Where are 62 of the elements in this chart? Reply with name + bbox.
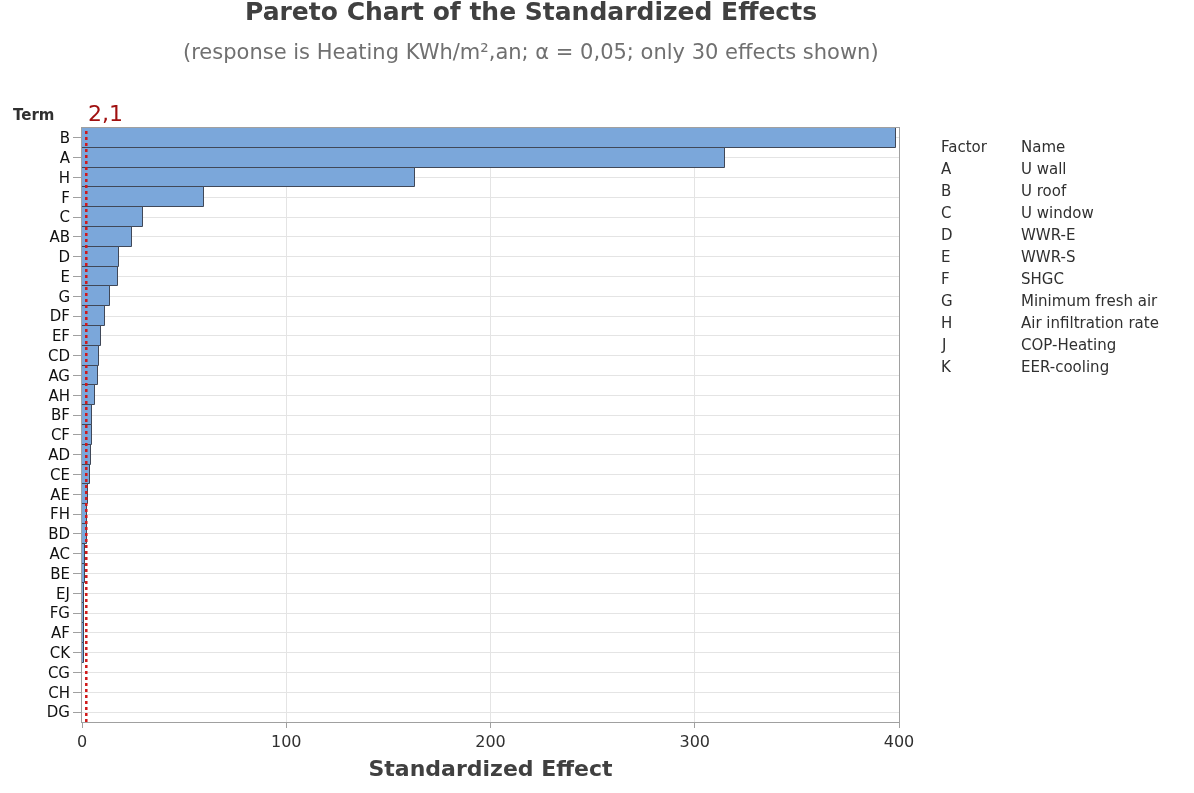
y-tick-label: FG bbox=[49, 604, 70, 623]
y-tick-label: EF bbox=[51, 327, 70, 346]
text: COP-Heating bbox=[1021, 336, 1117, 354]
x-axis-title: Standardized Effect bbox=[368, 756, 614, 782]
x-tick-label: 0 bbox=[76, 732, 88, 752]
y-tick-label: C bbox=[59, 208, 70, 227]
y-tick-label: EJ bbox=[56, 584, 70, 603]
x-tick-label: 400 bbox=[883, 732, 915, 752]
y-tick-label: CH bbox=[48, 683, 70, 702]
text: WWR-E bbox=[1021, 226, 1076, 244]
y-tick-label: F bbox=[61, 188, 70, 207]
text: H bbox=[941, 314, 953, 332]
text: A bbox=[941, 160, 952, 178]
x-tick-label: 100 bbox=[270, 732, 302, 752]
text: E bbox=[941, 248, 951, 266]
text: B bbox=[941, 182, 952, 200]
text: J bbox=[941, 336, 947, 354]
text: Factor bbox=[941, 138, 988, 156]
text: WWR-S bbox=[1021, 248, 1076, 266]
y-tick-label: AE bbox=[50, 485, 70, 504]
y-tick-label: AB bbox=[49, 228, 70, 247]
y-tick-label: A bbox=[59, 148, 71, 167]
y-tick-label: DG bbox=[46, 703, 70, 722]
y-tick-label: CG bbox=[47, 663, 70, 682]
y-tick-label: AG bbox=[48, 366, 70, 385]
y-tick-label: E bbox=[60, 267, 70, 286]
y-tick-label: AH bbox=[48, 386, 70, 405]
y-tick-label: D bbox=[58, 247, 70, 266]
text: U roof bbox=[1021, 182, 1067, 200]
y-tick-label: AC bbox=[49, 544, 70, 563]
x-tick-label: 300 bbox=[679, 732, 711, 752]
y-tick-label: CK bbox=[49, 643, 72, 662]
text: K bbox=[941, 358, 952, 376]
y-tick-label: DF bbox=[49, 307, 70, 326]
text: Minimum fresh air bbox=[1021, 292, 1159, 310]
text: U wall bbox=[1021, 160, 1067, 178]
y-tick-label: G bbox=[58, 287, 70, 306]
text: Name bbox=[1021, 138, 1066, 156]
y-tick-label: BD bbox=[48, 525, 70, 544]
y-tick-label: AD bbox=[48, 445, 70, 464]
text: C bbox=[941, 204, 952, 222]
text: D bbox=[941, 226, 953, 244]
y-tick-label: CE bbox=[50, 465, 70, 484]
y-tick-label: CD bbox=[47, 346, 70, 365]
y-tick-label: CF bbox=[50, 426, 70, 445]
ref-line-label: 2,1 bbox=[88, 101, 123, 126]
text: U window bbox=[1021, 204, 1094, 222]
y-tick-label: BE bbox=[50, 564, 70, 583]
chart-title: Pareto Chart of the Standardized Effects bbox=[245, 0, 818, 26]
text: G bbox=[941, 292, 953, 310]
text: EER-cooling bbox=[1021, 358, 1110, 376]
text: Air infiltration rate bbox=[1021, 314, 1159, 332]
text: SHGC bbox=[1021, 270, 1064, 288]
y-tick-label: B bbox=[59, 129, 70, 148]
y-axis-title: Term bbox=[13, 106, 55, 124]
text: F bbox=[941, 270, 950, 288]
y-tick-label: H bbox=[58, 168, 70, 187]
y-tick-label: AF bbox=[51, 624, 70, 643]
x-tick-label: 200 bbox=[475, 732, 506, 752]
y-tick-label: FH bbox=[50, 505, 70, 524]
y-tick-label: BF bbox=[51, 406, 70, 425]
chart-subtitle: (response is Heating KWh/m²,an; α = 0,05; only 30 effects shown) bbox=[183, 40, 879, 64]
